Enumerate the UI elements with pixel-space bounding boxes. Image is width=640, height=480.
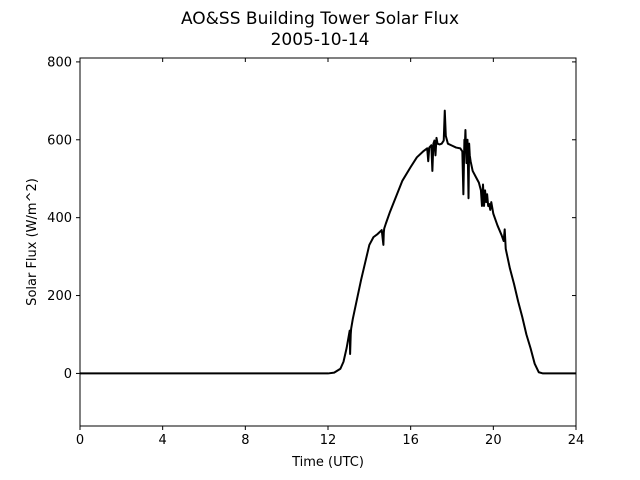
x-axis-label: Time (UTC) bbox=[291, 455, 364, 470]
x-tick-label: 24 bbox=[568, 433, 585, 448]
x-tick-label: 4 bbox=[159, 433, 167, 448]
y-axis: 0 200 400 600 800 bbox=[47, 55, 576, 382]
y-tick-label: 0 bbox=[64, 367, 72, 382]
x-tick-label: 16 bbox=[402, 433, 419, 448]
y-tick-label: 400 bbox=[47, 211, 72, 226]
series-group bbox=[80, 109, 576, 375]
y-tick-label: 200 bbox=[47, 289, 72, 304]
solar-flux-series-line bbox=[80, 109, 576, 375]
y-axis-label: Solar Flux (W/m^2) bbox=[25, 178, 40, 306]
x-tick-label: 8 bbox=[241, 433, 249, 448]
x-tick-label: 0 bbox=[76, 433, 84, 448]
x-axis: 0 4 8 12 16 20 24 bbox=[76, 58, 584, 448]
x-tick-label: 20 bbox=[485, 433, 502, 448]
chart-title: AO&SS Building Tower Solar Flux bbox=[181, 9, 459, 29]
x-tick-label: 12 bbox=[320, 433, 337, 448]
y-tick-label: 600 bbox=[47, 133, 72, 148]
y-tick-label: 800 bbox=[47, 55, 72, 70]
plot-area-frame bbox=[79, 57, 577, 427]
chart-subtitle: 2005-10-14 bbox=[271, 30, 370, 50]
